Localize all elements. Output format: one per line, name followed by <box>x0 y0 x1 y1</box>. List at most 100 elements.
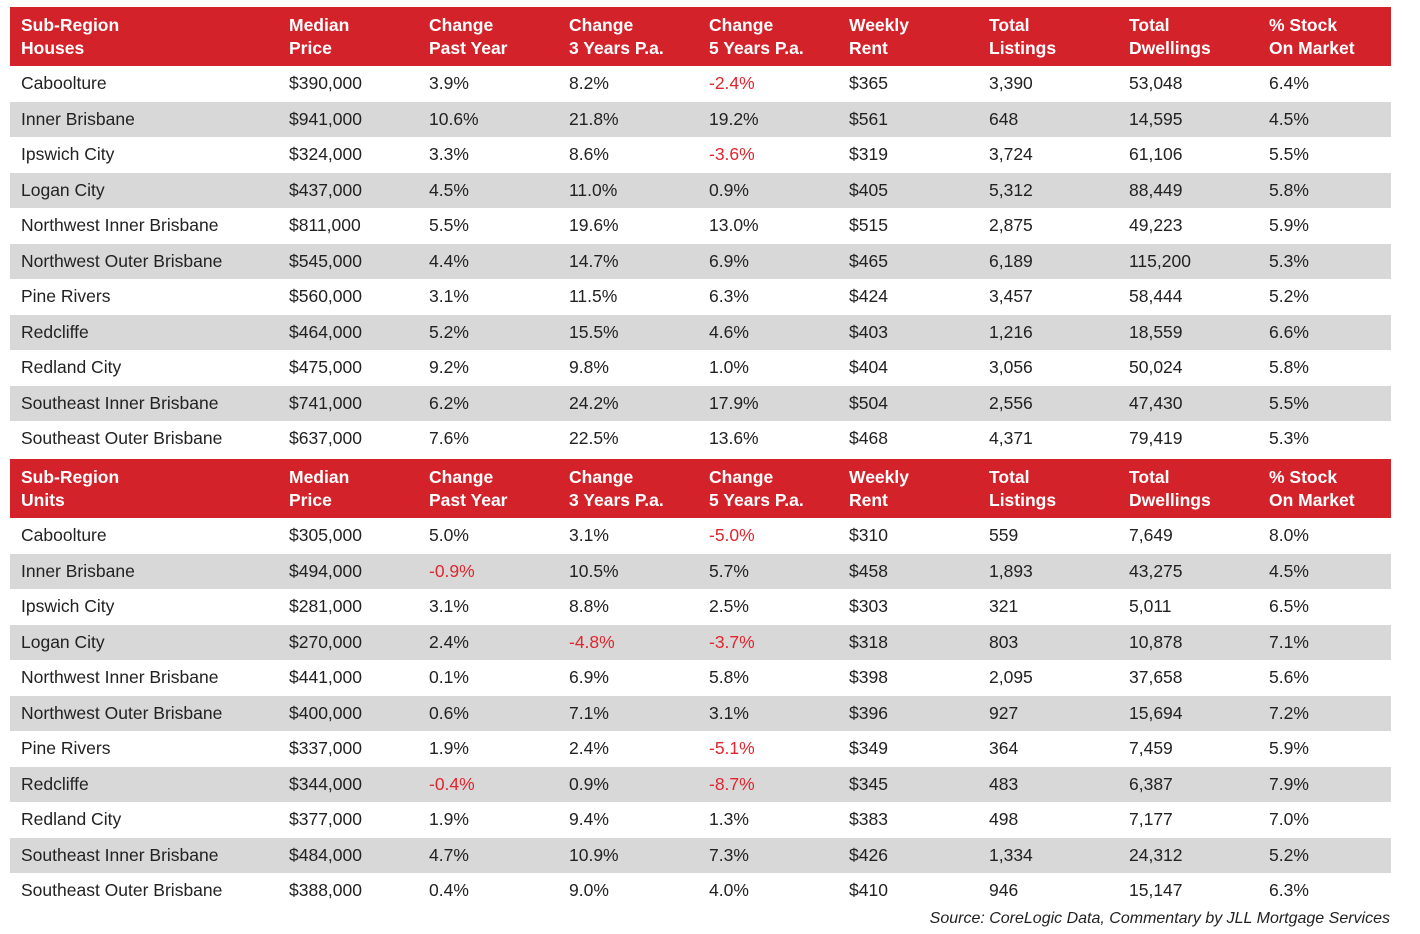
cell-stock-on-market: 5.5% <box>1269 144 1309 164</box>
table-row: Northwest Inner Brisbane $441,000 0.1% 6.9%… <box>10 660 1391 696</box>
table-row: Redcliffe $464,000 5.2% 15.5% 4.6% $403 1,216 1… <box>10 314 1391 350</box>
cell-change-past-year: 3.9% <box>429 73 469 93</box>
cell-weekly-rent: $383 <box>849 809 888 829</box>
cell-stock-on-market: 5.8% <box>1269 357 1309 377</box>
cell-weekly-rent: $349 <box>849 738 888 758</box>
cell-stock-on-market: 5.6% <box>1269 667 1309 687</box>
cell-total-listings: 4,371 <box>989 428 1033 448</box>
cell-total-listings: 3,390 <box>989 73 1033 93</box>
cell-stock-on-market: 5.9% <box>1269 215 1309 235</box>
cell-total-listings: 483 <box>989 773 1019 794</box>
cell-stock-on-market: 5.8% <box>1269 179 1309 200</box>
table-row: Inner Brisbane $494,000 -0.9% 10.5% 5.7% $458… <box>10 553 1391 589</box>
cell-total-dwellings: 24,312 <box>1129 844 1183 865</box>
cell-sub-region: Logan City <box>21 631 105 652</box>
cell-change-3-years: 21.8% <box>569 108 619 129</box>
table-row: Redland City $377,000 1.9% 9.4% 1.3% $383 498 7… <box>10 802 1391 838</box>
cell-weekly-rent: $468 <box>849 428 888 448</box>
cell-change-3-years: 9.0% <box>569 880 609 900</box>
cell-median-price: $390,000 <box>289 73 362 93</box>
cell-change-past-year: 0.6% <box>429 702 469 723</box>
cell-stock-on-market: 5.2% <box>1269 844 1309 865</box>
table-row: Southeast Outer Brisbane $388,000 0.4% 9.0%… <box>10 873 1391 909</box>
cell-total-listings: 1,893 <box>989 560 1033 581</box>
header-stock-on-market: % Stock On Market <box>1269 15 1355 58</box>
cell-total-dwellings: 15,694 <box>1129 702 1183 723</box>
header-change-3-years: Change 3 Years P.a. <box>569 467 664 510</box>
header-total-dwellings: Total Dwellings <box>1129 15 1211 58</box>
cell-sub-region: Northwest Inner Brisbane <box>21 667 219 687</box>
cell-stock-on-market: 4.5% <box>1269 108 1309 129</box>
cell-change-past-year: 0.4% <box>429 880 469 900</box>
cell-stock-on-market: 6.3% <box>1269 880 1309 900</box>
cell-change-3-years: 11.0% <box>569 179 618 200</box>
cell-stock-on-market: 6.4% <box>1269 73 1309 93</box>
cell-median-price: $637,000 <box>289 428 362 448</box>
header-change-5-years: Change 5 Years P.a. <box>709 15 804 58</box>
table-row: Logan City $437,000 4.5% 11.0% 0.9% $405 5,312… <box>10 172 1391 208</box>
table-row: Southeast Inner Brisbane $741,000 6.2% 24.2… <box>10 385 1391 421</box>
cell-total-dwellings: 49,223 <box>1129 215 1183 235</box>
cell-median-price: $305,000 <box>289 525 362 545</box>
header-weekly-rent: Weekly Rent <box>849 15 909 58</box>
cell-change-past-year: 10.6% <box>429 108 479 129</box>
cell-change-5-years: -3.7% <box>709 631 755 652</box>
cell-sub-region: Inner Brisbane <box>21 108 135 129</box>
cell-weekly-rent: $410 <box>849 880 888 900</box>
cell-stock-on-market: 6.6% <box>1269 321 1309 342</box>
cell-median-price: $464,000 <box>289 321 362 342</box>
cell-change-past-year: -0.9% <box>429 560 475 581</box>
cell-sub-region: Northwest Outer Brisbane <box>21 250 223 271</box>
cell-weekly-rent: $561 <box>849 108 888 129</box>
cell-change-5-years: -3.6% <box>709 144 755 164</box>
cell-change-past-year: 3.1% <box>429 286 469 306</box>
source-note: Source: CoreLogic Data, Commentary by JL… <box>929 910 1390 927</box>
cell-change-past-year: -0.4% <box>429 773 475 794</box>
cell-median-price: $475,000 <box>289 357 362 377</box>
cell-change-past-year: 5.5% <box>429 215 469 235</box>
table-row: Redland City $475,000 9.2% 9.8% 1.0% $404 3,05… <box>10 350 1391 386</box>
header-sub-region: Sub-Region Units <box>21 467 120 510</box>
cell-median-price: $270,000 <box>289 631 362 652</box>
cell-change-5-years: 17.9% <box>709 392 759 413</box>
cell-change-3-years: 8.6% <box>569 144 609 164</box>
cell-change-3-years: 14.7% <box>569 250 619 271</box>
cell-weekly-rent: $398 <box>849 667 888 687</box>
cell-sub-region: Ipswich City <box>21 144 115 164</box>
cell-change-5-years: 6.3% <box>709 286 749 306</box>
cell-total-dwellings: 43,275 <box>1129 560 1183 581</box>
cell-change-3-years: 22.5% <box>569 428 619 448</box>
cell-change-3-years: 0.9% <box>569 773 609 794</box>
cell-stock-on-market: 5.2% <box>1269 286 1309 306</box>
cell-change-past-year: 3.1% <box>429 596 469 616</box>
cell-total-listings: 1,334 <box>989 844 1033 865</box>
cell-change-3-years: 10.9% <box>569 844 619 865</box>
cell-change-past-year: 5.2% <box>429 321 469 342</box>
cell-stock-on-market: 5.9% <box>1269 738 1309 758</box>
table-row: Inner Brisbane $941,000 10.6% 21.8% 19.2% $56… <box>10 101 1391 137</box>
cell-change-3-years: 19.6% <box>569 215 619 235</box>
cell-change-past-year: 1.9% <box>429 738 469 758</box>
cell-change-3-years: 9.4% <box>569 809 609 829</box>
header-total-listings: Total Listings <box>989 467 1057 510</box>
table-row: Caboolture $305,000 5.0% 3.1% -5.0% $310 559 7,… <box>10 518 1391 554</box>
cell-stock-on-market: 7.2% <box>1269 702 1309 723</box>
cell-change-5-years: -8.7% <box>709 773 755 794</box>
cell-sub-region: Logan City <box>21 179 105 200</box>
header-total-dwellings: Total Dwellings <box>1129 467 1211 510</box>
cell-change-past-year: 0.1% <box>429 667 469 687</box>
cell-total-listings: 6,189 <box>989 250 1033 271</box>
cell-sub-region: Southeast Inner Brisbane <box>21 392 219 413</box>
cell-total-listings: 927 <box>989 702 1019 723</box>
cell-total-dwellings: 79,419 <box>1129 428 1183 448</box>
cell-change-3-years: 2.4% <box>569 738 609 758</box>
cell-change-5-years: 0.9% <box>709 179 749 200</box>
cell-change-5-years: 3.1% <box>709 702 749 723</box>
cell-change-past-year: 4.7% <box>429 844 469 865</box>
cell-total-listings: 498 <box>989 809 1019 829</box>
cell-change-past-year: 6.2% <box>429 392 469 413</box>
cell-weekly-rent: $345 <box>849 773 888 794</box>
cell-total-dwellings: 14,595 <box>1129 108 1183 129</box>
header-change-past-year: Change Past Year <box>429 15 508 58</box>
table-row: Redcliffe $344,000 -0.4% 0.9% -8.7% $345 483 6,… <box>10 766 1391 802</box>
